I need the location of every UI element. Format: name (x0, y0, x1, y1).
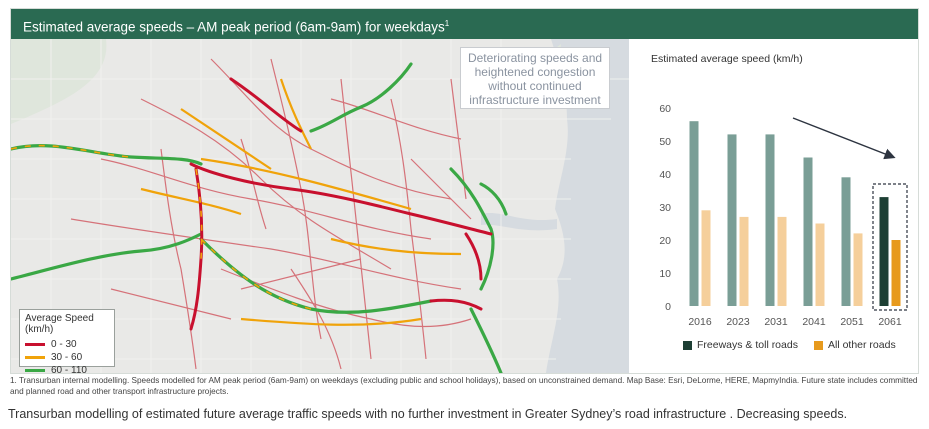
bar-other-roads (739, 216, 749, 306)
bar-other-roads (891, 240, 901, 306)
bar-freeways (765, 134, 775, 306)
chart-legend-other: All other roads (814, 339, 896, 351)
map-legend-label: 0 - 30 (51, 339, 77, 350)
bar-other-roads (777, 216, 787, 306)
map-callout: Deteriorating speeds and heightened cong… (460, 47, 610, 109)
map-legend: Average Speed (km/h) 0 - 30 30 - 60 60 -… (19, 309, 115, 373)
map-legend-item: 0 - 30 (25, 338, 109, 351)
map-legend-label: 60 - 110 (51, 365, 87, 373)
chart-legend-freeways: Freeways & toll roads (683, 339, 798, 351)
x-tick-label: 2031 (764, 316, 788, 328)
speed-bar-chart: 0 10 20 30 40 50 60 2016 2023 2031 2041 2051 2061 Es… (631, 39, 918, 373)
map-legend-item: 30 - 60 (25, 351, 109, 364)
footnote: 1. Transurban internal modelling. Speeds… (10, 376, 918, 396)
y-tick-label: 30 (659, 202, 671, 214)
legend-swatch (25, 343, 45, 346)
x-tick-label: 2051 (840, 316, 864, 328)
bar-freeways (689, 121, 699, 306)
legend-swatch (683, 340, 692, 350)
chart-legend-label: Freeways & toll roads (697, 339, 798, 351)
highlight-box (872, 183, 908, 311)
legend-swatch (25, 369, 45, 372)
trend-arrow (792, 117, 896, 160)
y-tick-label: 0 (665, 301, 671, 313)
bar-chart-svg: 0 10 20 30 40 50 60 2016 2023 2031 2041 2051 2061 (659, 103, 908, 328)
banner-title: Estimated average speeds – AM peak perio… (23, 19, 445, 35)
bar-freeways (727, 134, 737, 306)
chart-legend-label: All other roads (828, 339, 896, 351)
x-tick-label: 2061 (878, 316, 902, 328)
map-legend-item: 60 - 110 (25, 364, 109, 373)
banner: Estimated average speeds – AM peak perio… (11, 9, 918, 39)
legend-swatch (814, 340, 823, 350)
y-tick-label: 50 (659, 136, 671, 148)
infographic-panel: Estimated average speeds – AM peak perio… (10, 8, 919, 374)
chart-title: Estimated average speed (km/h) (651, 53, 803, 65)
legend-swatch (25, 356, 45, 359)
sydney-speed-map: Deteriorating speeds and heightened cong… (11, 39, 629, 373)
x-tick-label: 2016 (688, 316, 712, 328)
y-tick-label: 20 (659, 235, 671, 247)
y-tick-label: 10 (659, 268, 671, 280)
x-tick-label: 2041 (802, 316, 826, 328)
map-legend-label: 30 - 60 (51, 352, 83, 363)
y-tick-label: 40 (659, 169, 671, 181)
bar-freeways (841, 177, 851, 306)
footnote-mark: 1 (444, 19, 450, 28)
caption: Transurban modelling of estimated future… (8, 407, 848, 421)
map-legend-title: Average Speed (km/h) (25, 313, 94, 335)
x-tick-label: 2023 (726, 316, 750, 328)
bar-freeways (879, 197, 889, 306)
y-tick-label: 60 (659, 103, 671, 115)
bar-other-roads (853, 233, 863, 306)
bar-freeways (803, 157, 813, 306)
bar-other-roads (701, 210, 711, 306)
bar-other-roads (815, 223, 825, 306)
